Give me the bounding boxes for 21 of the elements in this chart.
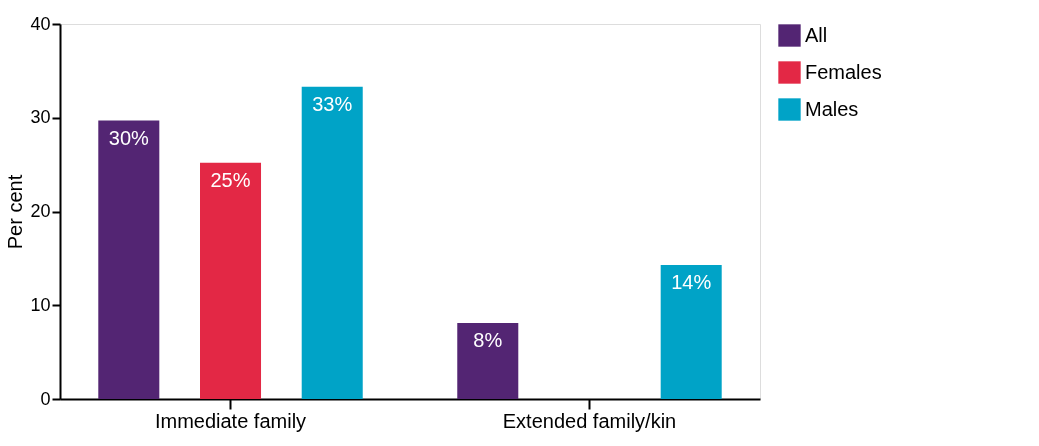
bar — [660, 264, 722, 399]
data-label: 25% — [210, 168, 251, 191]
y-tick-label: 30 — [30, 107, 51, 128]
y-tick-label: 20 — [30, 201, 51, 221]
legend-label: All — [805, 23, 828, 46]
data-label: 8% — [473, 329, 503, 352]
y-tick-label: 40 — [30, 13, 51, 34]
bar — [457, 323, 519, 399]
y-tick-label: 0 — [40, 388, 51, 409]
legend-label: Females — [805, 60, 882, 83]
data-label: 33% — [312, 92, 353, 115]
bar — [301, 86, 363, 399]
y-axis-title: Per cent — [4, 174, 27, 250]
legend-label: Males — [805, 97, 859, 120]
data-label: 14% — [671, 270, 712, 293]
bar — [98, 120, 160, 399]
x-tick-label: Extended family/kin — [502, 409, 677, 432]
bar — [200, 162, 262, 399]
data-label: 30% — [108, 126, 150, 149]
y-tick-label: 10 — [30, 294, 51, 315]
x-tick-label: Immediate family — [154, 409, 307, 432]
